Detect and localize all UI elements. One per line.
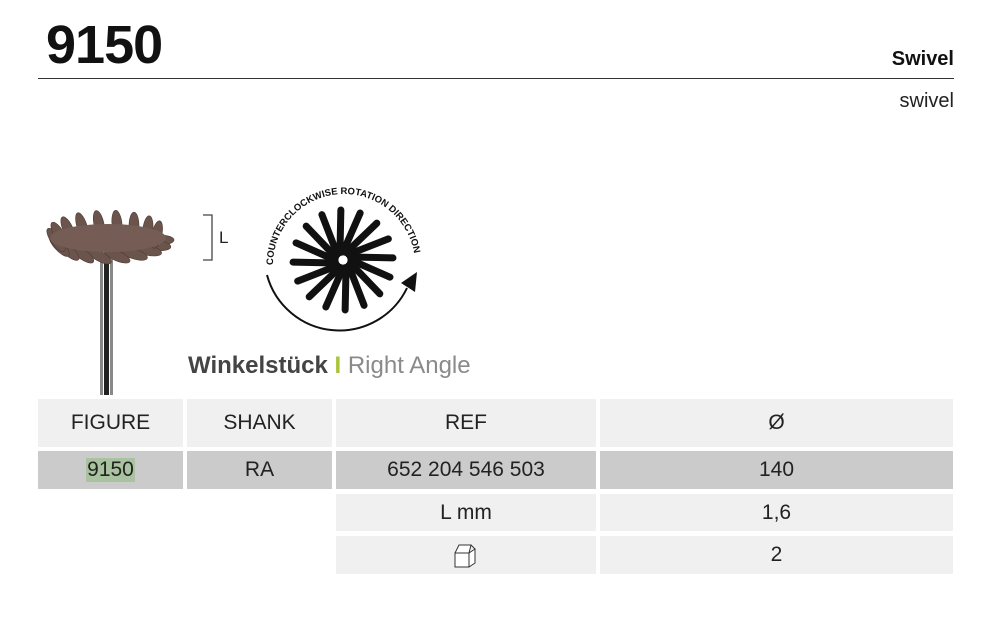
header-shank: SHANK [187,399,332,447]
cell-shank: RA [187,451,332,489]
spoke [345,235,392,258]
spoke [342,219,381,257]
spoke [341,263,350,314]
cell-ref: 652 204 546 503 [336,451,596,489]
length-label: L [219,228,229,247]
spoke [339,209,364,256]
product-number: 9150 [46,15,163,75]
length-value: 1,6 [600,494,953,531]
spoke [346,259,384,298]
caption-english: Right Angle [347,352,471,379]
package-box-icon [454,544,476,568]
package-quantity: 2 [600,536,953,574]
product-type: Swivel [891,48,954,70]
spoke [302,222,340,261]
counterclockwise-rotation-icon: COUNTERCLOCKWISE ROTATION DIRECTION [265,186,422,332]
length-bracket-icon [203,214,213,261]
spoke [318,211,341,258]
spoke [289,258,340,267]
spoke [294,262,341,285]
spoke [305,263,344,301]
spoke [345,262,368,309]
header-diameter: Ø [600,399,953,447]
burr-image [46,210,175,395]
spoke [322,264,347,311]
package-label-cell [336,536,596,574]
divider [38,78,954,79]
header-ref: REF [336,399,596,447]
product-type-secondary: swivel [899,90,954,112]
caption-separator: I [334,352,342,379]
spoke [336,206,345,257]
handpiece-caption: Winkelstück I Right Angle [188,352,471,380]
spoke [346,253,397,262]
length-label-cell: L mm [336,494,596,531]
caption-german: Winkelstück [188,352,328,379]
spoke [292,239,339,264]
spoke [347,256,394,281]
header-figure: FIGURE [38,399,183,447]
cell-figure: 9150 [38,451,183,489]
cell-diameter: 140 [600,451,953,489]
